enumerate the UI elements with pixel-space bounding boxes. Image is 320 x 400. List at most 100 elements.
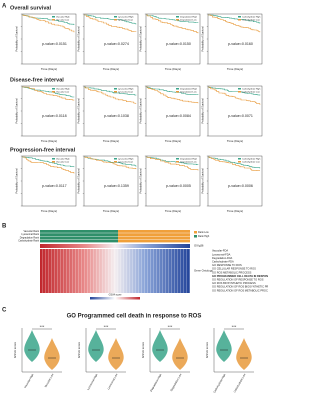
y-axis-label: GSVA score bbox=[77, 342, 81, 358]
x-axis-label: Time (Days) bbox=[103, 67, 119, 71]
km-frame bbox=[207, 85, 263, 137]
x-tick-label: Vacuolar:Low bbox=[43, 373, 54, 389]
colorbar-label: GSVA score bbox=[109, 294, 123, 297]
km-curve bbox=[208, 14, 261, 24]
term-label: GO REGULATION OF ROS BIOSYNTHETIC PROCES… bbox=[212, 285, 268, 289]
km-legend-label: Carbohydrate:High bbox=[242, 15, 261, 18]
p-value: p-value=0.0118 bbox=[42, 114, 67, 118]
y-axis-label: GSVA score bbox=[13, 342, 17, 358]
km-legend-label: Lysosomal:Low bbox=[118, 161, 133, 163]
km-legend-high bbox=[238, 158, 241, 160]
km-legend-high bbox=[114, 88, 117, 90]
violin bbox=[172, 338, 188, 370]
km-curve bbox=[22, 156, 75, 168]
panel-label: A bbox=[2, 4, 7, 10]
rank-row-label: Lysosomal Rank bbox=[21, 233, 39, 236]
x-axis-label: Time (Days) bbox=[41, 67, 57, 71]
km-legend-low bbox=[238, 19, 241, 21]
term-label: Carbohydrate-FDA bbox=[212, 259, 234, 263]
y-axis-label: Probability of Survival bbox=[201, 98, 205, 123]
km-legend-label: Vacuolar:High bbox=[56, 15, 70, 18]
km-frame bbox=[145, 13, 201, 65]
y-axis-label: Probability of Survival bbox=[77, 26, 81, 51]
km-curve bbox=[208, 156, 260, 171]
km-legend-label: Carbohydrate:High bbox=[242, 87, 261, 90]
km-legend-label: Lysosomal:High bbox=[118, 16, 134, 18]
km-curve bbox=[22, 156, 75, 174]
panel-title: GO Programmed cell death in response to … bbox=[67, 314, 202, 320]
violin bbox=[88, 330, 104, 362]
km-curve bbox=[84, 14, 137, 25]
p-value: p-value=0.0160 bbox=[228, 42, 253, 46]
km-legend-high bbox=[52, 88, 55, 90]
km-legend-label: Degradation:High bbox=[180, 15, 198, 18]
y-axis-label: Probability of Survival bbox=[15, 98, 19, 123]
term-label: GO PROGRAMMED CELL DEATH IN RESPONSE TO … bbox=[212, 274, 268, 278]
km-curve bbox=[22, 86, 75, 101]
figure: A Overall survivalVacuolar:HighVacuolar:L… bbox=[2, 4, 268, 394]
km-curve bbox=[208, 14, 261, 33]
y-axis-label: Probability of Survival bbox=[139, 168, 143, 193]
rank-row-label: Degradation Rank bbox=[20, 236, 40, 239]
significance: *** bbox=[40, 324, 45, 329]
km-legend-low bbox=[176, 161, 179, 163]
km-curve bbox=[84, 86, 137, 104]
y-axis-label: Probability of Survival bbox=[201, 168, 205, 193]
rank-legend-swatch bbox=[194, 235, 197, 238]
x-axis-label: Time (Days) bbox=[41, 209, 57, 213]
rank-bar bbox=[118, 236, 190, 240]
x-tick-label: Carbohydrate:Low bbox=[232, 373, 246, 393]
km-legend-label: Degradation:High bbox=[180, 87, 198, 90]
km-curve bbox=[146, 14, 199, 23]
significance: *** bbox=[168, 324, 173, 329]
km-legend-label: Lysosomal:High bbox=[118, 158, 134, 160]
rank-bar bbox=[118, 233, 190, 236]
p-value: p-value=0.0150 bbox=[166, 42, 191, 46]
km-legend-label: Degradation:High bbox=[180, 157, 198, 160]
heatmap-texture bbox=[40, 249, 190, 293]
km-curve bbox=[146, 14, 199, 34]
km-frame bbox=[21, 85, 77, 137]
km-legend-high bbox=[176, 16, 179, 18]
y-axis-label: Probability of Survival bbox=[77, 98, 81, 123]
violin bbox=[44, 338, 60, 370]
km-curve bbox=[146, 86, 199, 95]
km-legend-label: Vacuolar:Low bbox=[56, 90, 70, 93]
p-value: p-value=0.0071 bbox=[228, 114, 253, 118]
km-frame bbox=[83, 155, 139, 207]
block-label: Gene Ontology bbox=[194, 269, 213, 273]
km-frame bbox=[83, 13, 139, 65]
km-legend-low bbox=[114, 161, 117, 163]
rank-legend-label: Rank High bbox=[198, 235, 210, 238]
p-value: p-value=0.0117 bbox=[42, 184, 67, 188]
km-legend-label: Carbohydrate:Low bbox=[242, 90, 260, 93]
km-legend-low bbox=[52, 91, 55, 93]
p-value: p-value=0.1038 bbox=[104, 114, 129, 118]
violin bbox=[236, 338, 252, 370]
km-legend-low bbox=[52, 19, 55, 21]
km-legend-label: Degradation:Low bbox=[180, 160, 197, 163]
km-legend-low bbox=[52, 161, 55, 163]
km-legend-high bbox=[114, 158, 117, 160]
term-label: GO REGULATION OF ROS METABOLIC PROCESS bbox=[212, 288, 268, 292]
km-legend-low bbox=[176, 19, 179, 21]
p-value: p-value=0.0084 bbox=[166, 114, 191, 118]
violin bbox=[152, 330, 168, 362]
km-legend-low bbox=[238, 91, 241, 93]
km-legend-high bbox=[238, 88, 241, 90]
rank-bar bbox=[40, 236, 118, 240]
km-curve bbox=[146, 86, 199, 104]
km-legend-label: Carbohydrate:High bbox=[242, 157, 261, 160]
km-frame bbox=[83, 85, 139, 137]
term-label: GO REGULATION OF RESPONSE TO ROS bbox=[212, 277, 264, 281]
km-legend-high bbox=[238, 16, 241, 18]
km-curve bbox=[84, 156, 137, 170]
y-axis-label: GSVA score bbox=[141, 342, 145, 358]
km-curve bbox=[22, 14, 75, 33]
km-legend-label: Vacuolar:High bbox=[56, 87, 70, 90]
rank-row-label: Vacuolar Rank bbox=[23, 230, 39, 233]
y-axis-label: Probability of Survival bbox=[201, 26, 205, 51]
p-value: p-value=0.0005 bbox=[166, 184, 191, 188]
km-legend-low bbox=[114, 19, 117, 21]
y-axis-label: Probability of Survival bbox=[15, 168, 19, 193]
